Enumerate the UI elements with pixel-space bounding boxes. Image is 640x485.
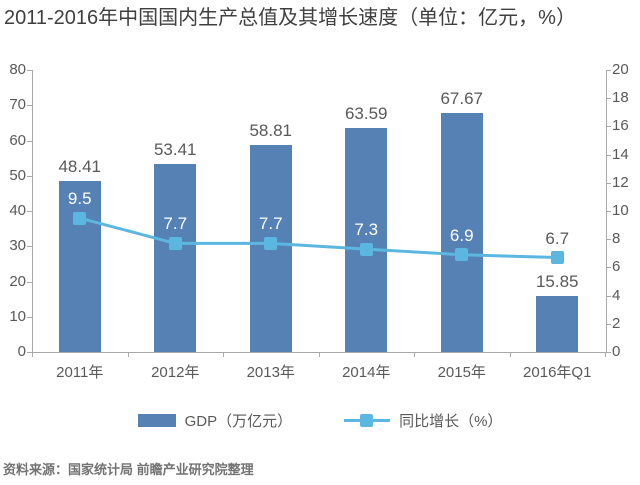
x-axis-tick [32,353,33,357]
bar-value-label: 58.81 [249,120,293,140]
y-axis-right-label: 14 [612,145,629,163]
legend-item-gdp: GDP（万亿元） [137,410,293,431]
y-axis-left-label: 60 [9,131,26,149]
left-axis-tick [27,352,32,353]
x-axis-label: 2016年Q1 [523,364,592,381]
bar-value-label: 15.85 [535,272,579,292]
right-axis-tick [606,98,611,100]
legend-item-growth: 同比增长（%） [344,410,502,431]
left-axis-tick [27,105,32,107]
y-axis-right-label: 0 [612,343,621,360]
right-axis-tick [606,154,611,156]
x-axis-tick [318,353,320,357]
right-axis-tick [606,239,611,241]
bar-value-label: 67.67 [440,89,484,109]
left-axis-tick [27,70,32,71]
right-axis-tick [606,295,611,297]
y-axis-left-label: 30 [9,237,26,255]
y-axis-left-label: 0 [17,343,26,360]
right-axis-tick [606,211,611,212]
right-axis-tick [606,323,611,325]
growth-marker [455,248,469,262]
y-axis-right-label: 18 [612,89,629,107]
x-axis-label: 2012年 [151,364,200,381]
left-axis-tick [27,175,32,177]
x-axis-tick [605,353,606,357]
left-axis-tick [27,246,32,248]
growth-value-label: 7.7 [163,214,188,234]
legend: GDP（万亿元） 同比增长（%） [0,407,640,433]
left-axis-tick [27,140,32,142]
growth-value-label: 6.9 [449,225,474,245]
y-axis-right-label: 8 [612,230,621,248]
right-axis-tick [606,70,611,71]
bar-value-label: 48.41 [58,157,102,177]
growth-value-label: 7.7 [258,214,283,234]
growth-value-label: 6.7 [545,228,570,248]
x-axis-tick [509,353,511,357]
growth-marker [359,242,373,256]
y-axis-left-label: 20 [9,272,26,290]
x-axis-tick [127,353,129,357]
right-axis-tick [606,352,611,353]
x-axis-label: 2014年 [342,364,391,381]
gdp-bar [154,163,197,352]
plot-area [32,70,607,353]
chart-title: 2011-2016年中国国内生产总值及其增长速度（单位：亿元，%） [4,7,576,29]
bar-value-label: 53.41 [153,139,197,159]
source-note: 资料来源：国家统计局 前瞻产业研究院整理 [3,462,254,477]
legend-label-gdp: GDP（万亿元） [184,412,293,430]
left-axis-tick [27,281,32,283]
y-axis-right-label: 4 [612,286,621,304]
growth-marker [73,211,87,225]
legend-label-growth: 同比增长（%） [399,412,503,430]
x-axis-tick [414,353,415,357]
x-axis-label: 2013年 [246,364,295,381]
right-axis-tick [606,182,611,184]
bar-value-label: 63.59 [344,103,388,123]
gdp-bar [536,296,579,352]
y-axis-left-label: 70 [9,96,26,114]
left-axis-tick [27,211,32,212]
growth-marker [550,251,564,265]
y-axis-left-label: 80 [9,61,26,78]
y-axis-right-label: 16 [612,117,629,135]
right-axis-tick [606,267,611,269]
x-axis-tick [223,353,224,357]
x-axis-label: 2015年 [437,364,486,381]
right-axis-tick [606,126,611,128]
y-axis-right-label: 10 [612,202,629,219]
y-axis-left-label: 10 [9,307,26,325]
gdp-bar [58,181,101,352]
growth-marker [264,236,278,250]
y-axis-left-label: 40 [9,202,26,219]
growth-legend-marker-icon [360,413,374,427]
x-axis-label: 2011年 [56,364,104,381]
growth-value-label: 9.5 [67,189,92,209]
y-axis-right-label: 12 [612,173,629,191]
y-axis-right-label: 6 [612,258,621,276]
y-axis-right-label: 2 [612,314,621,332]
growth-marker [168,236,182,250]
growth-value-label: 7.3 [354,220,379,240]
y-axis-left-label: 50 [9,166,26,184]
gdp-legend-swatch-icon [137,413,176,427]
y-axis-right-label: 20 [612,61,629,78]
growth-legend-swatch-icon [344,413,391,427]
left-axis-tick [27,316,32,318]
